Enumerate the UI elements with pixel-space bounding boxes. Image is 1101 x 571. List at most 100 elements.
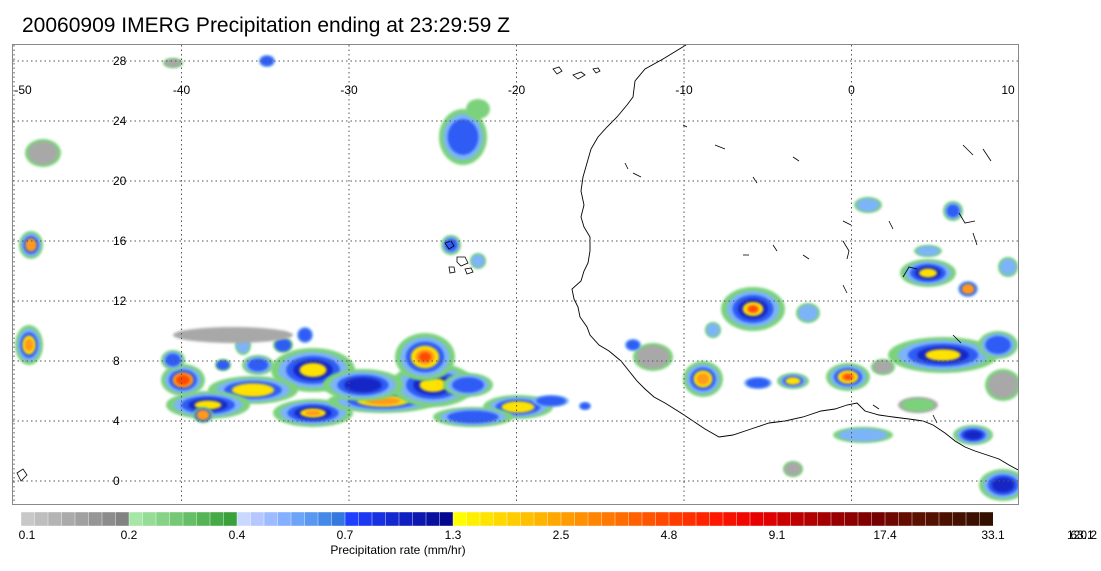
colorbar-swatch — [479, 512, 495, 526]
colorbar-swatch — [169, 512, 184, 526]
colorbar-swatch — [628, 512, 643, 526]
latitude-label: 0 — [113, 474, 120, 488]
colorbar — [21, 512, 993, 526]
rain-cell — [721, 287, 785, 331]
precipitation-field — [15, 55, 1018, 501]
colorbar-swatch — [709, 512, 724, 526]
rain-cell — [783, 461, 803, 477]
colorbar-swatch — [506, 512, 522, 526]
latitude-labels: 28 24 20 16 12 8 4 0 — [113, 54, 127, 488]
colorbar-swatch — [61, 512, 76, 526]
colorbar-swatch — [128, 512, 144, 526]
colorbar-swatch — [722, 512, 738, 526]
rain-cell — [439, 109, 487, 165]
islands — [16, 66, 601, 482]
colorbar-swatch — [142, 512, 157, 526]
colorbar-swatch — [547, 512, 562, 526]
colorbar-swatch — [817, 512, 832, 526]
colorbar-swatch — [763, 512, 778, 526]
colorbar-swatch — [47, 512, 63, 526]
colorbar-swatch — [965, 512, 981, 526]
longitude-label: -40 — [173, 83, 191, 97]
rain-cell — [271, 348, 355, 392]
rain-cell — [395, 333, 455, 381]
rain-cell — [900, 259, 956, 287]
rain-cell — [871, 359, 895, 375]
graticule — [13, 45, 1018, 504]
colorbar-swatch — [101, 512, 117, 526]
rain-cell — [19, 231, 43, 259]
map-svg: 28 24 20 16 12 8 4 0 -50 -40 -30 -20 -10 0 10 — [13, 45, 1018, 504]
rain-cell — [259, 55, 275, 67]
colorbar-tick-label: 63.1 — [1070, 528, 1094, 542]
colorbar-swatch — [736, 512, 751, 526]
colorbar-tick-label: 0.4 — [228, 528, 246, 542]
longitude-labels: -50 -40 -30 -20 -10 0 10 — [14, 83, 1015, 97]
rain-cell — [579, 402, 591, 410]
colorbar-tick-label: 0.2 — [120, 528, 138, 542]
inland-features — [624, 124, 992, 424]
colorbar-swatch — [533, 512, 549, 526]
longitude-label: -50 — [14, 83, 32, 97]
rain-cell — [173, 327, 293, 343]
latitude-label: 16 — [113, 234, 127, 248]
colorbar-swatch — [466, 512, 481, 526]
colorbar-swatch — [196, 512, 211, 526]
rain-cell — [242, 355, 274, 375]
longitude-label: 10 — [1001, 83, 1015, 97]
rain-cell — [161, 364, 205, 396]
latitude-label: 20 — [113, 174, 127, 188]
latitude-label: 24 — [113, 114, 127, 128]
colorbar-swatch — [290, 512, 306, 526]
colorbar-swatch — [34, 512, 49, 526]
colorbar-swatch — [830, 512, 846, 526]
rain-cell — [441, 235, 461, 255]
rain-cell — [854, 197, 882, 213]
colorbar-swatch — [236, 512, 252, 526]
rain-cell — [633, 343, 673, 371]
colorbar-swatch — [803, 512, 819, 526]
colorbar-swatch — [317, 512, 333, 526]
colorbar-swatch — [344, 512, 360, 526]
colorbar-swatch — [695, 512, 711, 526]
rain-cell — [533, 395, 569, 407]
colorbar-tick-label: 9.1 — [768, 528, 786, 542]
colorbar-swatch — [155, 512, 171, 526]
rain-cell — [914, 245, 942, 257]
colorbar-swatch — [884, 512, 900, 526]
colorbar-swatch — [979, 512, 993, 526]
chart-title: 20060909 IMERG Precipitation ending at 2… — [22, 14, 510, 37]
colorbar-tick-label: 17.4 — [873, 528, 897, 542]
colorbar-tick-label: 0.1 — [18, 528, 36, 542]
latitude-label: 28 — [113, 54, 127, 68]
rain-cell — [625, 339, 641, 351]
rain-cell — [796, 303, 820, 323]
rain-cell — [433, 407, 513, 427]
rain-cell — [683, 361, 723, 397]
precipitation-map: 28 24 20 16 12 8 4 0 -50 -40 -30 -20 -10 0 10 — [12, 44, 1019, 505]
longitude-label: 0 — [848, 83, 855, 97]
colorbar-swatch — [601, 512, 616, 526]
colorbar-swatch — [574, 512, 589, 526]
latitude-label: 4 — [113, 414, 120, 428]
rain-cell — [998, 257, 1018, 277]
rain-cell — [985, 369, 1018, 401]
rain-cell — [826, 363, 870, 391]
colorbar-swatch — [250, 512, 265, 526]
colorbar-swatch — [911, 512, 927, 526]
colorbar-swatch — [925, 512, 940, 526]
rain-cell — [161, 350, 185, 370]
colorbar-swatch — [560, 512, 576, 526]
rain-cell — [943, 201, 963, 221]
longitude-label: -10 — [675, 83, 693, 97]
colorbar-swatch — [790, 512, 805, 526]
colorbar-swatch — [493, 512, 508, 526]
rain-cell — [705, 322, 721, 338]
rain-cell — [273, 399, 353, 427]
colorbar-swatch — [655, 512, 670, 526]
colorbar-tick-label: 120.2 — [1066, 528, 1098, 542]
rain-cell — [323, 369, 403, 401]
rain-cell — [297, 327, 313, 343]
rain-cell — [777, 373, 809, 389]
colorbar-swatch — [452, 512, 468, 526]
